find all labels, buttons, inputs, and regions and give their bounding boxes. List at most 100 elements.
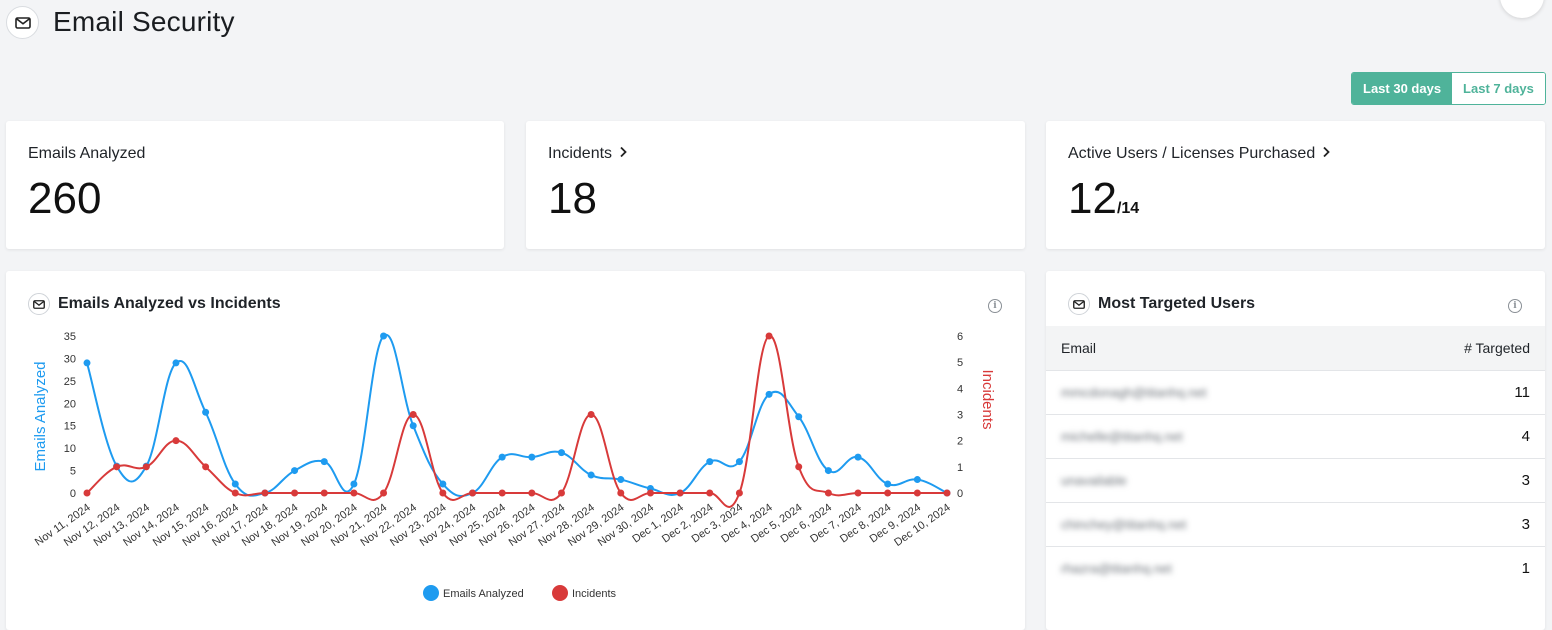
y-tick-label: 35	[64, 331, 76, 343]
table-header: Email # Targeted	[1046, 326, 1545, 370]
incidents-point	[350, 489, 358, 497]
incidents-point	[795, 463, 803, 471]
incidents-point	[202, 463, 210, 471]
targeted-count-cell: 4	[1521, 428, 1530, 445]
email-cell: chinchey@titanhq.net	[1061, 517, 1187, 532]
emails-analyzed-point	[884, 480, 892, 488]
envelope-icon	[28, 293, 50, 315]
licenses-purchased-value: /14	[1116, 200, 1140, 217]
email-cell: rhazra@titanhq.net	[1061, 561, 1172, 576]
emails-analyzed-point	[350, 480, 358, 488]
targets-panel-title: Most Targeted Users	[1098, 295, 1256, 312]
incidents-point	[735, 489, 743, 497]
incidents-point	[498, 489, 506, 497]
incidents-point	[913, 489, 921, 497]
incidents-point	[557, 489, 565, 497]
emails-analyzed-point	[765, 390, 773, 398]
incidents-point	[617, 489, 625, 497]
incidents-point	[528, 489, 536, 497]
y2-tick-label: 0	[957, 488, 963, 500]
emails-analyzed-series-line	[86, 333, 948, 498]
emails-analyzed-value: 260	[28, 174, 102, 223]
y2-tick-label: 5	[957, 357, 963, 369]
emails-analyzed-card: Emails Analyzed 260	[6, 121, 504, 249]
emails-vs-incidents-panel: Emails Analyzed vs Incidents i 0 5 10 15 20 2…	[6, 271, 1025, 630]
incidents-point	[83, 489, 91, 497]
most-targeted-users-panel: Most Targeted Users i Email # Targeted m…	[1046, 271, 1545, 630]
incidents-point	[320, 489, 328, 497]
column-header-email[interactable]: Email	[1061, 340, 1097, 356]
incidents-point	[113, 463, 121, 471]
incidents-point	[142, 463, 150, 471]
y-tick-label: 25	[64, 376, 76, 388]
incidents-point	[587, 411, 595, 418]
incidents-link[interactable]: Incidents	[548, 145, 628, 163]
last-7-days-button[interactable]: Last 7 days	[1452, 73, 1545, 104]
incidents-point	[291, 489, 299, 497]
emails-analyzed-point	[706, 458, 714, 466]
emails-analyzed-point	[557, 449, 565, 457]
emails-analyzed-legend-label: Emails Analyzed	[443, 588, 524, 600]
emails-analyzed-point	[231, 480, 239, 488]
table-row[interactable]: michelle@titanhq.net 4	[1046, 414, 1545, 458]
emails-analyzed-point	[291, 467, 299, 475]
email-cell: unavailable	[1061, 473, 1127, 488]
emails-analyzed-point	[824, 467, 832, 475]
emails-analyzed-point	[795, 413, 803, 421]
active-users-link[interactable]: Active Users / Licenses Purchased	[1068, 145, 1331, 163]
chevron-right-icon	[1321, 145, 1331, 163]
column-header-targeted[interactable]: # Targeted	[1464, 340, 1530, 356]
incidents-point	[380, 489, 388, 497]
chart-panel-title: Emails Analyzed vs Incidents	[58, 295, 281, 312]
info-icon[interactable]: i	[1508, 299, 1522, 313]
y-tick-label: 0	[70, 488, 76, 500]
emails-analyzed-legend-marker	[423, 585, 439, 601]
y-tick-label: 10	[64, 443, 76, 455]
y2-axis-label: Incidents	[979, 369, 996, 429]
emails-analyzed-point	[528, 453, 536, 461]
targeted-count-cell: 11	[1514, 384, 1530, 401]
table-row[interactable]: mmcdonagh@titanhq.net 11	[1046, 370, 1545, 414]
incidents-point	[884, 489, 892, 497]
targets-panel-header: Most Targeted Users	[1068, 293, 1255, 315]
chart-panel-header: Emails Analyzed vs Incidents	[28, 293, 281, 315]
y2-tick-label: 3	[957, 410, 963, 422]
active-users-value: 12/14	[1068, 174, 1140, 223]
emails-analyzed-point	[380, 332, 388, 340]
emails-analyzed-label: Emails Analyzed	[28, 145, 146, 162]
incidents-point	[706, 489, 714, 497]
corner-action-button[interactable]	[1500, 0, 1544, 18]
y2-tick-label: 6	[957, 331, 963, 343]
incidents-point	[943, 489, 951, 497]
y2-tick-label: 4	[957, 383, 963, 395]
emails-analyzed-point	[735, 458, 743, 466]
emails-analyzed-point	[202, 408, 210, 416]
info-icon[interactable]: i	[988, 299, 1002, 313]
y-tick-label: 5	[70, 466, 76, 478]
incidents-legend-marker	[552, 585, 568, 601]
email-cell: mmcdonagh@titanhq.net	[1061, 385, 1207, 400]
incidents-point	[854, 489, 862, 497]
envelope-icon	[1068, 293, 1090, 315]
y-tick-label: 15	[64, 421, 76, 433]
y-tick-label: 20	[64, 398, 76, 410]
email-cell: michelle@titanhq.net	[1061, 429, 1183, 444]
incidents-point	[172, 437, 180, 445]
last-30-days-button[interactable]: Last 30 days	[1352, 73, 1453, 104]
targeted-count-cell: 3	[1521, 472, 1530, 489]
page-title: Email Security	[53, 6, 235, 37]
table-row[interactable]: rhazra@titanhq.net 1	[1046, 546, 1545, 590]
emails-analyzed-point	[439, 480, 447, 488]
incidents-point	[469, 489, 477, 497]
active-users-card[interactable]: Active Users / Licenses Purchased 12/14	[1046, 121, 1545, 249]
envelope-icon	[6, 6, 39, 39]
emails-analyzed-point	[409, 422, 417, 430]
emails-analyzed-point	[498, 453, 506, 461]
targeted-count-cell: 3	[1521, 516, 1530, 533]
incidents-point	[409, 411, 417, 418]
table-row[interactable]: unavailable 3	[1046, 458, 1545, 502]
incidents-card[interactable]: Incidents 18	[526, 121, 1025, 249]
table-row[interactable]: chinchey@titanhq.net 3	[1046, 502, 1545, 546]
chevron-right-icon	[618, 145, 628, 163]
incidents-point	[824, 489, 832, 497]
